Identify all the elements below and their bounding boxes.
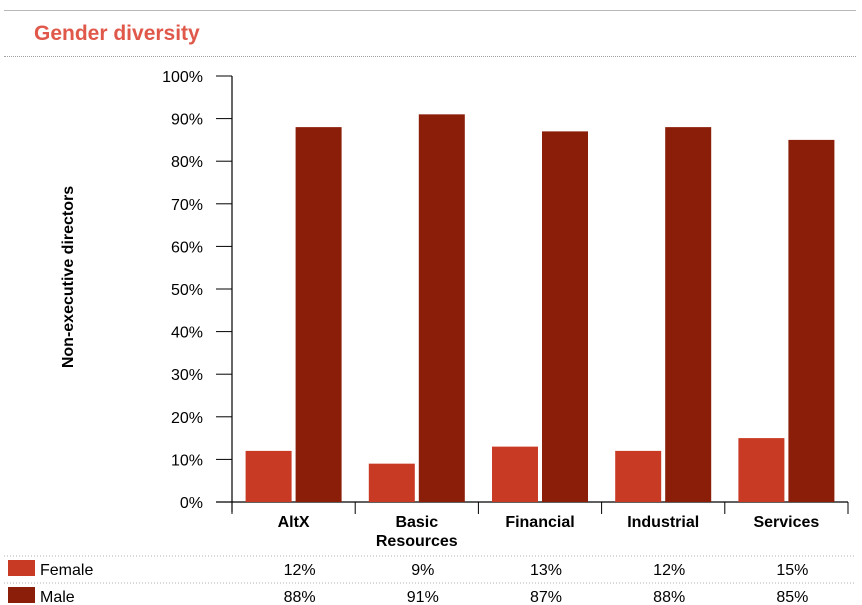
bar-female [368, 463, 415, 502]
data-table-value: 88% [284, 589, 316, 605]
x-tick-label: Services [753, 514, 819, 531]
chart-title: Gender diversity [34, 22, 200, 45]
y-tick-label: 50% [171, 282, 203, 299]
bar-female [245, 450, 292, 502]
bar-male [418, 114, 465, 502]
data-table-value: 9% [411, 562, 434, 579]
data-table-value: 13% [530, 562, 562, 579]
y-tick-label: 90% [171, 112, 203, 129]
data-table-value: 12% [653, 562, 685, 579]
y-tick-label: 30% [171, 367, 203, 384]
bar-female [615, 450, 662, 502]
y-tick-label: 80% [171, 154, 203, 171]
y-axis-label: Non-executive directors [60, 186, 77, 368]
x-tick-label: AltX [278, 514, 310, 531]
legend-swatch-male [8, 587, 35, 603]
y-tick-label: 60% [171, 239, 203, 256]
top-rule [4, 10, 856, 11]
bar-male [788, 139, 835, 502]
legend-label-female: Female [40, 562, 93, 579]
x-tick-label: Resources [376, 533, 458, 550]
data-table-value: 15% [776, 562, 808, 579]
y-tick-label: 10% [171, 452, 203, 469]
y-tick-label: 0% [180, 495, 203, 512]
bar-male [295, 127, 342, 503]
x-tick-label: Financial [505, 514, 574, 531]
y-tick-label: 100% [162, 69, 203, 86]
data-table-value: 12% [284, 562, 316, 579]
data-table-value: 88% [653, 589, 685, 605]
x-tick-label: Industrial [627, 514, 699, 531]
bar-female [492, 446, 538, 502]
title-divider [4, 56, 856, 57]
y-tick-label: 40% [171, 325, 203, 342]
bar-male [542, 131, 588, 502]
data-table-value: 85% [776, 589, 808, 605]
bar-male [665, 127, 712, 503]
x-tick-label: Basic [395, 514, 438, 531]
y-tick-label: 20% [171, 410, 203, 427]
data-table-value: 87% [530, 589, 562, 605]
y-tick-label: 70% [171, 197, 203, 214]
legend-swatch-female [8, 560, 35, 576]
bar-female [738, 438, 785, 502]
data-table-value: 91% [407, 589, 439, 605]
legend-label-male: Male [40, 589, 75, 605]
